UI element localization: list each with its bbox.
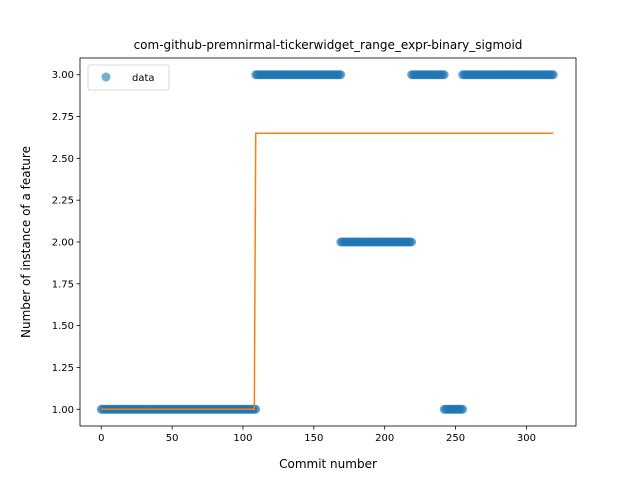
y-tick-label: 1.00 xyxy=(52,405,74,416)
legend: data xyxy=(87,64,170,91)
data-point xyxy=(458,404,468,414)
data-point xyxy=(407,237,417,247)
plot-area: 0 50 100 150 200 250 300 1.00 1.25 1.50 1.75 2.00 2… xyxy=(52,57,577,444)
data-point xyxy=(251,404,261,414)
legend-box xyxy=(87,64,170,91)
data-point xyxy=(548,70,558,80)
y-axis: 1.00 1.25 1.50 1.75 2.00 2.25 2.50 2.75 3.00 xyxy=(52,70,80,416)
x-tick-label: 0 xyxy=(98,433,104,444)
y-tick-label: 1.25 xyxy=(52,363,74,374)
y-tick-label: 1.50 xyxy=(52,321,74,332)
x-tick-label: 150 xyxy=(304,433,323,444)
chart-title: com-github-premnirmal-tickerwidget_range… xyxy=(134,38,523,52)
x-axis: 0 50 100 150 200 250 300 xyxy=(98,426,536,444)
fit-line xyxy=(101,132,554,411)
y-tick-label: 2.00 xyxy=(52,238,74,249)
data-point xyxy=(439,70,449,80)
y-tick-label: 2.75 xyxy=(52,112,74,123)
x-tick-label: 100 xyxy=(233,433,252,444)
y-tick-label: 2.25 xyxy=(52,196,74,207)
data-layer xyxy=(96,70,558,414)
x-tick-label: 200 xyxy=(375,433,394,444)
y-tick-label: 2.50 xyxy=(52,154,74,165)
y-tick-label: 3.00 xyxy=(52,70,74,81)
y-tick-label: 1.75 xyxy=(52,279,74,290)
legend-marker-data xyxy=(101,72,111,82)
legend-label-data: data xyxy=(132,73,155,84)
x-tick-label: 250 xyxy=(446,433,465,444)
x-tick-label: 50 xyxy=(166,433,179,444)
data-point xyxy=(336,70,346,80)
x-axis-label: Commit number xyxy=(279,457,377,471)
y-axis-label: Number of instance of a feature xyxy=(19,146,33,338)
x-tick-label: 300 xyxy=(517,433,536,444)
